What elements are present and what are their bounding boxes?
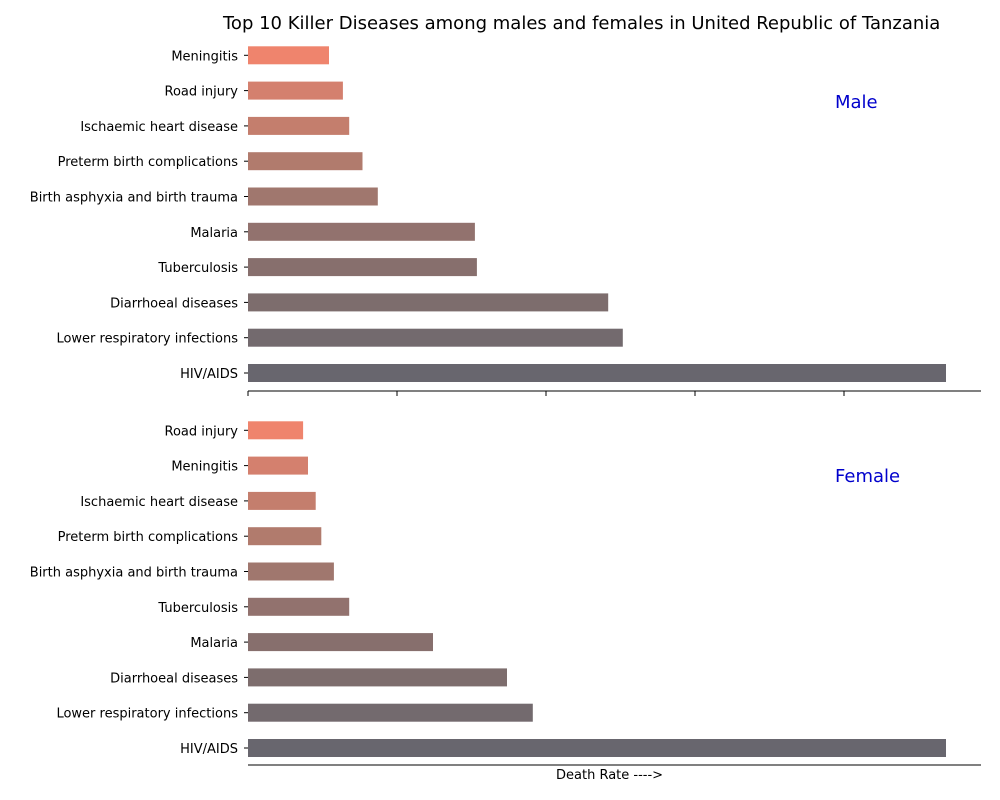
female-category-label: Preterm birth complications bbox=[58, 530, 239, 545]
male-category-label: Birth asphyxia and birth trauma bbox=[30, 191, 238, 206]
female-bar bbox=[248, 421, 304, 440]
male-bar bbox=[248, 364, 946, 382]
female-category-label: Diarrhoeal diseases bbox=[110, 671, 238, 686]
male-bar bbox=[248, 293, 609, 312]
female-bar bbox=[248, 703, 533, 722]
female-category-label: Malaria bbox=[190, 636, 238, 651]
female-category-label: Road injury bbox=[165, 424, 239, 439]
female-category-label: Ischaemic heart disease bbox=[80, 495, 238, 510]
female-bar bbox=[248, 633, 433, 652]
chart-title: Top 10 Killer Diseases among males and f… bbox=[223, 13, 941, 34]
male-bar bbox=[248, 187, 378, 206]
female-category-label: Tuberculosis bbox=[157, 601, 238, 616]
female-bar bbox=[248, 668, 507, 687]
male-category-label: Road injury bbox=[165, 85, 239, 100]
x-axis-label: Death Rate ----> bbox=[556, 768, 664, 783]
female-bar bbox=[248, 739, 946, 757]
female-category-label: Meningitis bbox=[171, 460, 238, 475]
male-bar bbox=[248, 258, 477, 277]
male-category-label: Meningitis bbox=[171, 49, 238, 64]
female-category-label: HIV/AIDS bbox=[180, 742, 238, 757]
male-bar bbox=[248, 116, 350, 135]
male-category-label: Lower respiratory infections bbox=[56, 332, 238, 347]
male-bar bbox=[248, 81, 343, 100]
female-bar bbox=[248, 562, 334, 581]
male-panel-label: Male bbox=[835, 92, 878, 113]
male-category-label: Malaria bbox=[190, 226, 238, 241]
male-bar bbox=[248, 328, 623, 347]
male-bar bbox=[248, 46, 329, 65]
male-bar bbox=[248, 152, 363, 171]
male-category-label: Preterm birth complications bbox=[58, 155, 239, 170]
female-bar bbox=[248, 491, 316, 510]
female-panel-label: Female bbox=[835, 466, 901, 487]
female-category-label: Birth asphyxia and birth trauma bbox=[30, 566, 238, 581]
male-category-label: HIV/AIDS bbox=[180, 367, 238, 382]
male-category-label: Tuberculosis bbox=[157, 261, 238, 276]
male-category-label: Ischaemic heart disease bbox=[80, 120, 238, 135]
male-bar bbox=[248, 222, 475, 241]
female-category-label: Lower respiratory infections bbox=[56, 707, 238, 722]
male-category-label: Diarrhoeal diseases bbox=[110, 296, 238, 311]
female-bar bbox=[248, 456, 308, 475]
female-bar bbox=[248, 597, 350, 616]
female-bar bbox=[248, 527, 322, 546]
